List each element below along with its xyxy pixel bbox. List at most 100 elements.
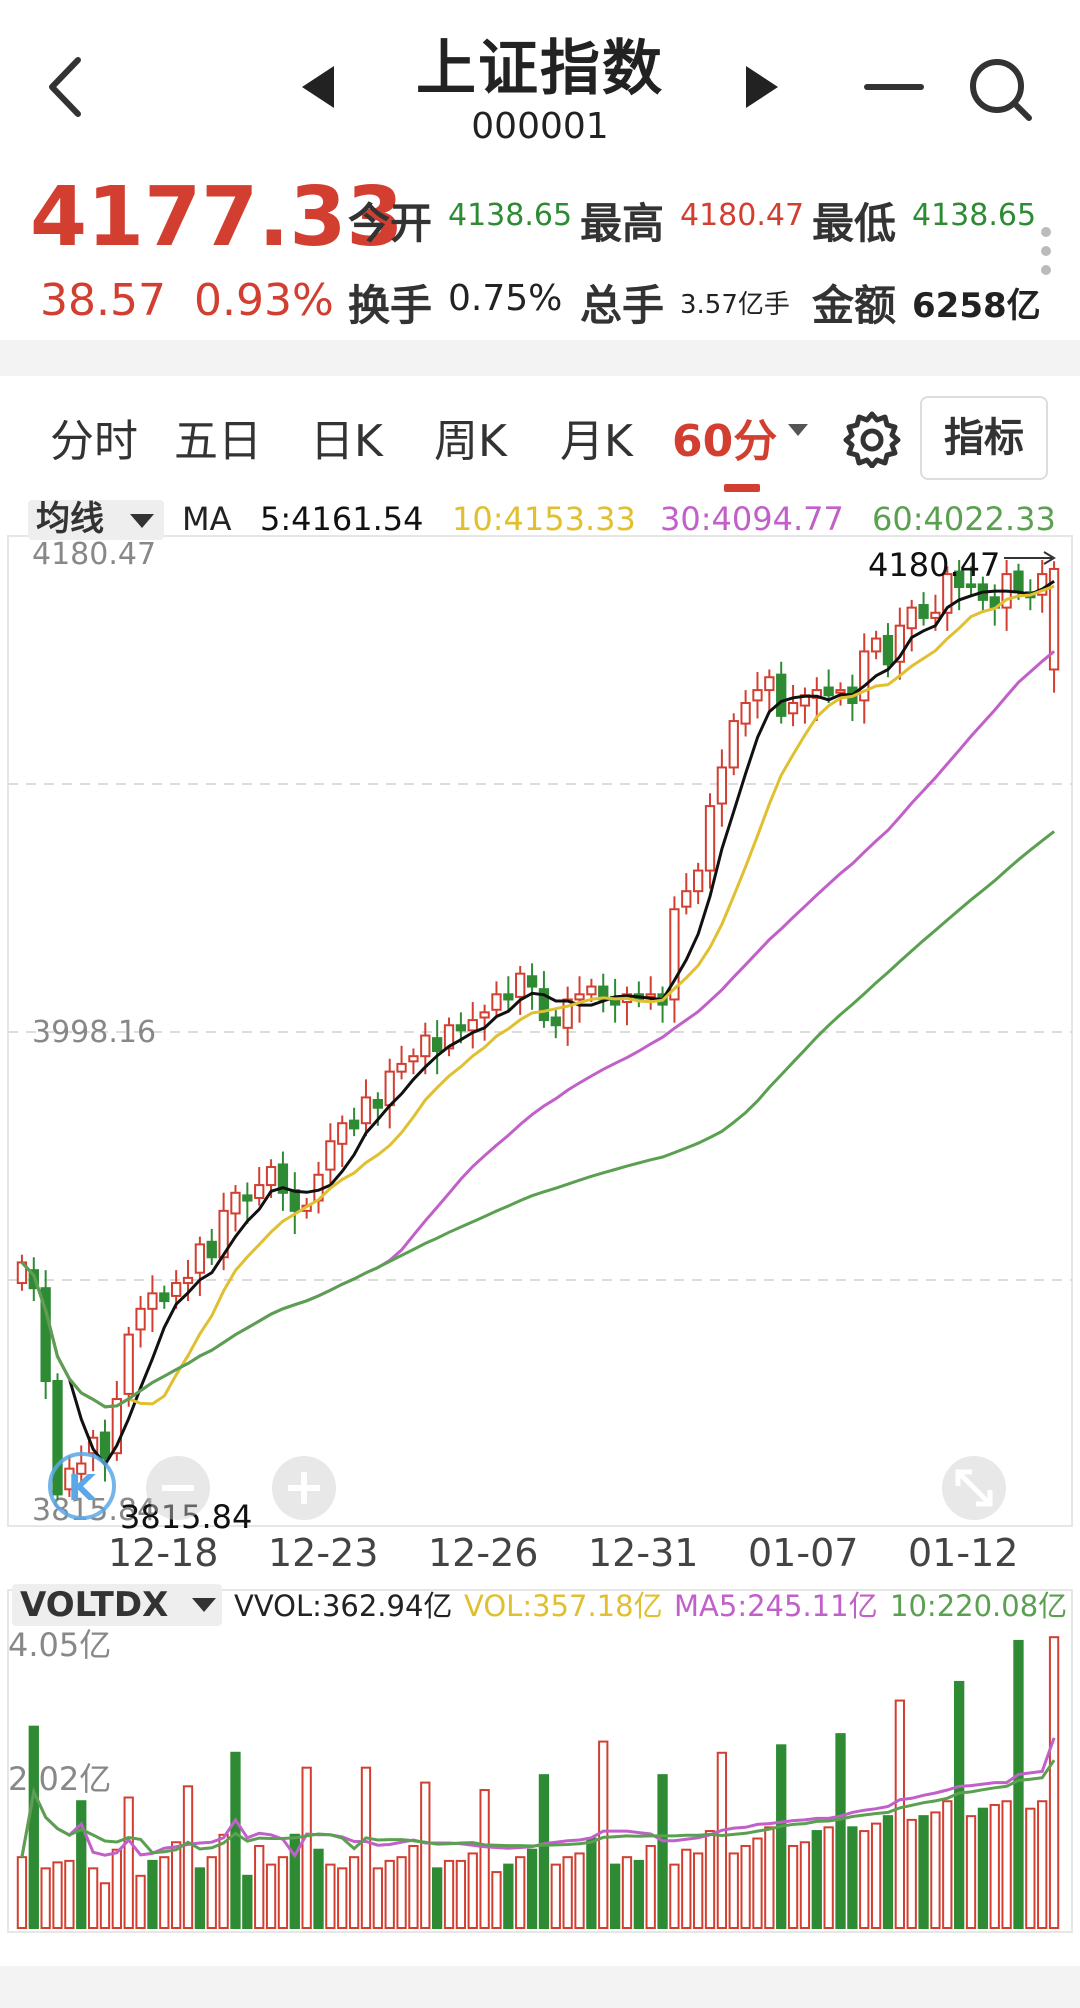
- tab-weekly-k[interactable]: 周K: [434, 416, 507, 467]
- volume-bars: [16, 1636, 1060, 1930]
- candle: [681, 890, 692, 908]
- volume-bar: [764, 1826, 775, 1930]
- volume-bar: [645, 1844, 656, 1930]
- volume-bar: [776, 1744, 787, 1929]
- x-tick-label: 12-18: [108, 1531, 218, 1575]
- volume-bar: [669, 1863, 680, 1930]
- volume-bar: [384, 1859, 395, 1930]
- volume-bar: [159, 1856, 170, 1930]
- volume-bar: [799, 1841, 811, 1930]
- volume-bar: [823, 1826, 834, 1930]
- ma60-legend: 60:4022.33: [872, 500, 1056, 538]
- candle: [147, 1292, 158, 1310]
- volume-bar: [847, 1826, 858, 1930]
- volume-label: 总手: [580, 281, 665, 330]
- current-price: 4177.33: [30, 170, 404, 265]
- volume-bar: [538, 1774, 550, 1929]
- volume-bar: [1048, 1636, 1060, 1929]
- volume-bar: [693, 1852, 704, 1930]
- candle: [942, 573, 953, 614]
- volume-bar: [396, 1856, 407, 1930]
- candle: [538, 988, 550, 1022]
- volume-bar: [550, 1863, 561, 1930]
- max-price-label: 4180.47: [868, 546, 1000, 584]
- candle: [159, 1292, 170, 1303]
- volume-bar: [989, 1803, 1000, 1930]
- minus-icon[interactable]: [862, 80, 926, 94]
- candle: [491, 993, 502, 1011]
- search-icon[interactable]: [965, 54, 1035, 124]
- tab-five-day[interactable]: 五日: [174, 416, 262, 467]
- candle: [337, 1122, 348, 1145]
- volume-bar: [64, 1859, 75, 1930]
- candle-group: [16, 560, 1060, 1500]
- volume-bar: [348, 1856, 360, 1930]
- candle: [859, 650, 870, 702]
- volume-bar: [704, 1830, 716, 1930]
- tab-intraday[interactable]: 分时: [50, 416, 138, 467]
- dropdown-triangle-icon[interactable]: [786, 422, 810, 438]
- volume-bar: [918, 1815, 929, 1930]
- volume-bar: [182, 1785, 194, 1930]
- section-divider: [0, 340, 1080, 376]
- tab-monthly-k[interactable]: 月K: [560, 416, 633, 467]
- next-triangle-icon[interactable]: [742, 62, 782, 112]
- ma-selector[interactable]: [28, 500, 164, 540]
- candle: [455, 1024, 467, 1032]
- volume-bar: [835, 1733, 846, 1929]
- vol-ma10-legend: 10:220.08亿: [890, 1589, 1067, 1623]
- volume-bar: [123, 1796, 134, 1930]
- candle: [265, 1166, 277, 1187]
- settings-gear-icon[interactable]: [842, 408, 902, 468]
- volume-bar: [930, 1811, 941, 1930]
- volume-indicator-selector[interactable]: [12, 1584, 222, 1626]
- candle: [111, 1398, 122, 1455]
- volume-dropdown-icon: [192, 1598, 216, 1612]
- candle: [835, 689, 846, 694]
- volume-bar: [954, 1680, 965, 1929]
- volume-bar: [242, 1874, 253, 1930]
- tab-60min[interactable]: 60分: [672, 416, 778, 467]
- volume-bar: [265, 1863, 277, 1930]
- volume-bar: [657, 1774, 668, 1929]
- volume-bar: [503, 1863, 514, 1930]
- volume-bar: [1013, 1639, 1024, 1929]
- amount-value: 6258亿: [912, 286, 1041, 326]
- candle: [503, 993, 514, 1001]
- volume-bar: [609, 1863, 621, 1930]
- volume-bar: [681, 1848, 692, 1930]
- volume-bar: [467, 1852, 478, 1930]
- header-bar: 上证指数 000001: [0, 0, 1080, 175]
- high-label: 最高: [580, 199, 665, 248]
- volume-bar: [942, 1800, 953, 1930]
- ma10-line: [20, 584, 1055, 1409]
- candle: [669, 908, 680, 1001]
- y-tick-label: 4180.47: [32, 537, 156, 572]
- candle: [930, 611, 941, 619]
- more-dots-icon[interactable]: [1038, 226, 1054, 276]
- volume-panel-frame: [7, 1589, 1073, 1933]
- volume-y-label: 2.02亿: [8, 1760, 111, 1798]
- vvol-legend: VVOL:362.94亿: [234, 1589, 452, 1623]
- candle: [894, 624, 905, 663]
- volume-bar: [28, 1725, 39, 1929]
- candle: [954, 570, 965, 588]
- candle: [823, 686, 834, 697]
- candle: [1048, 567, 1060, 671]
- back-chevron-icon[interactable]: [40, 52, 90, 122]
- volume-bar: [135, 1874, 146, 1930]
- volume-bar: [633, 1859, 644, 1930]
- kline-chart[interactable]: 均线 MA 5:4161.54 10:4153.33 30:4094.77 60…: [0, 496, 1080, 1966]
- candle: [182, 1276, 194, 1285]
- indicator-button[interactable]: 指标: [920, 396, 1048, 480]
- candle: [515, 972, 526, 998]
- k-badge[interactable]: [48, 1452, 116, 1520]
- ma5-legend: 5:4161.54: [260, 500, 423, 538]
- tab-daily-k[interactable]: 日K: [310, 416, 383, 467]
- prev-triangle-icon[interactable]: [298, 62, 338, 112]
- turnover-value: 0.75%: [448, 278, 563, 319]
- volume-bar: [740, 1844, 751, 1930]
- fullscreen-icon: [955, 1469, 993, 1507]
- candle: [432, 1037, 443, 1053]
- candle: [906, 606, 917, 630]
